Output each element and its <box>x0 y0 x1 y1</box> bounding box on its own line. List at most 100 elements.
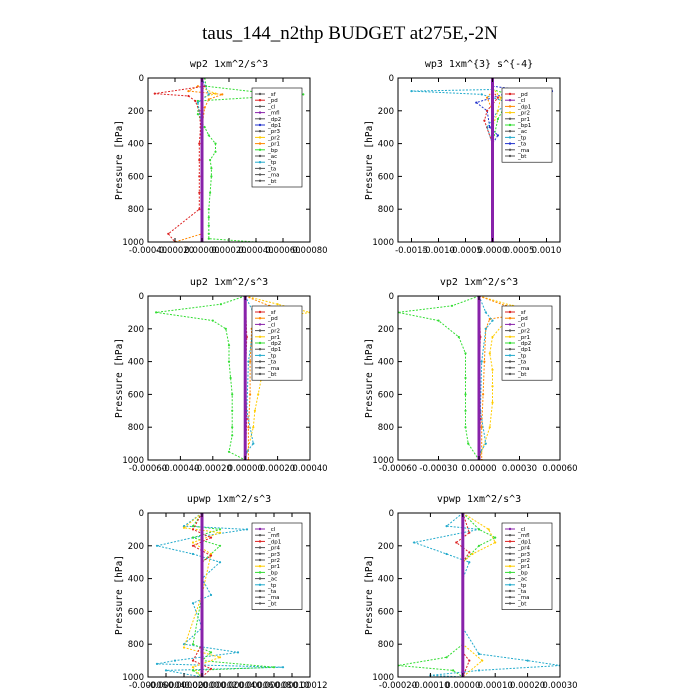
series-point-dp1 <box>455 541 458 544</box>
legend-entry: _pr2 <box>267 135 280 141</box>
legend-marker <box>508 92 512 96</box>
y-tick-label: 0 <box>139 509 144 519</box>
series-point-dp2 <box>231 434 234 437</box>
panel-title: up2 1xm^2/s^3 <box>190 277 268 288</box>
series-point-bp <box>272 666 276 669</box>
series-point-bp <box>203 126 206 129</box>
y-tick-label: 600 <box>128 172 144 182</box>
y-axis-label: Pressure [hPa] <box>114 120 125 200</box>
y-tick-label: 800 <box>128 205 144 215</box>
series-group <box>155 513 285 677</box>
series-point-dp2 <box>231 409 234 412</box>
x-tick-label: 0.00040 <box>292 464 327 474</box>
legend-marker <box>258 596 262 599</box>
legend-marker <box>258 577 262 580</box>
legend-entry: _dp1 <box>517 539 531 545</box>
legend-marker <box>258 323 262 326</box>
x-tick-label: -0.00010 <box>411 681 449 691</box>
series-point-tp <box>155 544 159 547</box>
legend-entry: _pr1 <box>267 142 280 148</box>
legend-entry: _pr1 <box>517 564 530 570</box>
series-point-pr1 <box>191 666 195 669</box>
y-axis-label: Pressure [hPa] <box>114 338 125 418</box>
legend-marker <box>258 148 262 151</box>
legend-marker <box>258 167 262 170</box>
series-point-tp <box>281 666 285 669</box>
series-point-tp <box>236 651 240 654</box>
series-point-pd <box>198 208 201 211</box>
legend-marker <box>508 136 512 139</box>
y-tick-label: 200 <box>128 325 144 335</box>
series-point-bp <box>191 525 195 528</box>
legend-entry: _cl <box>267 527 276 533</box>
legend-entry: _pr3 <box>267 129 281 135</box>
legend-entry: _pr1 <box>517 117 530 123</box>
legend-entry: _pr2 <box>267 558 280 564</box>
series-point-bp <box>196 99 199 103</box>
legend-marker <box>508 558 512 562</box>
series-point-pd <box>198 142 201 145</box>
y-tick-label: 600 <box>378 607 394 617</box>
legend-entry: _pr1 <box>267 564 280 570</box>
series-point-pr1 <box>481 659 484 662</box>
y-tick-label: 600 <box>128 607 144 617</box>
legend-entry: _pr2 <box>267 329 280 335</box>
legend-entry: _pd <box>267 316 278 322</box>
legend-entry: _bt <box>267 179 277 185</box>
x-tick-label: 0.00000 <box>184 681 219 691</box>
y-tick-label: 800 <box>378 640 394 650</box>
y-tick-label: 1000 <box>122 456 144 466</box>
series-point-dp1 <box>486 96 489 99</box>
series-point-ta <box>488 126 491 129</box>
series-point-dp2 <box>464 393 467 396</box>
series-point-pd <box>198 175 201 178</box>
legend-marker <box>258 341 262 345</box>
legend-entry: _pr3 <box>517 552 531 558</box>
legend-marker <box>258 179 262 182</box>
series-point-bp <box>196 113 199 116</box>
legend-entry: _tp <box>517 583 527 589</box>
legend-marker <box>508 583 512 586</box>
legend-entry: _pr1 <box>517 335 530 341</box>
series-line-tp <box>412 513 560 677</box>
legend-marker <box>258 348 262 351</box>
x-tick-label: 0.00008 <box>256 681 291 691</box>
legend-entry: _pr4 <box>267 546 281 552</box>
x-tick-label: 0.00040 <box>238 246 273 256</box>
series-point-dp2 <box>437 319 440 322</box>
series-point-bp <box>207 224 210 227</box>
legend-marker <box>258 123 262 127</box>
series-point-bp <box>210 175 213 178</box>
legend-marker <box>258 366 262 369</box>
legend-entry: _mfl <box>267 111 280 117</box>
legend-entry: _sf <box>517 310 527 316</box>
series-point-pr1 <box>221 93 224 96</box>
legend-marker <box>258 558 262 562</box>
series-point-tp <box>173 659 177 662</box>
legend-marker <box>508 148 512 151</box>
series-point-tp <box>491 319 494 322</box>
x-tick-label: 0.00030 <box>502 464 537 474</box>
figure-title: taus_144_n2thp BUDGET at275E,-2N <box>202 23 498 44</box>
series-point-cl <box>200 593 204 597</box>
series-point-pd <box>483 119 486 122</box>
x-tick-label: 0.00012 <box>292 681 327 691</box>
series-line-tp <box>411 89 510 242</box>
series-point-tp <box>526 659 529 662</box>
series-point-pd <box>167 232 170 235</box>
x-tick-label: 0.00000 <box>184 246 219 256</box>
series-point-tp <box>480 93 483 96</box>
y-tick-label: 600 <box>378 172 394 182</box>
series-point-pd <box>496 96 499 99</box>
series-point-bp <box>207 232 210 235</box>
legend-entry: _mfl <box>267 533 280 539</box>
series-line-pd <box>154 85 205 242</box>
series-point-pr1 <box>491 401 494 404</box>
series-point-tp <box>477 652 481 656</box>
legend-marker <box>508 130 512 133</box>
series-point-dp2 <box>227 360 231 363</box>
series-point-pr1 <box>203 106 206 109</box>
x-tick-label: 0.00006 <box>238 681 273 691</box>
series-point-dp1 <box>468 551 471 554</box>
series-point-pr1 <box>218 531 222 534</box>
